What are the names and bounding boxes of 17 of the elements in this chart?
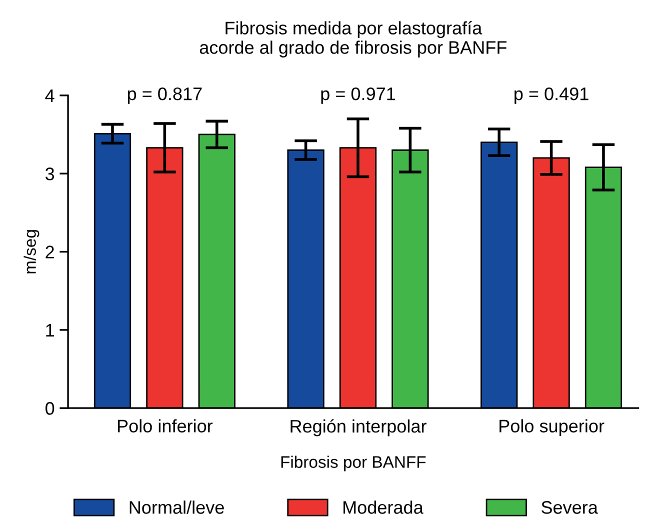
legend-label: Normal/leve (130, 500, 224, 514)
y-tick-label: 2 (46, 246, 54, 258)
x-tick-label: Región interpolar (290, 419, 426, 436)
y-tick-label: 1 (46, 324, 54, 336)
y-tick-label: 0 (46, 402, 54, 415)
legend-label: Severa (542, 501, 598, 514)
annotation: p = 0.971 (321, 87, 396, 104)
legend-label: Moderada (344, 500, 424, 514)
y-tick-label: 3 (45, 168, 54, 180)
y-tick-label: 4 (45, 90, 54, 102)
x-axis-title: Fibrosis por BANFF (281, 456, 426, 472)
x-tick-label: Polo inferior (118, 419, 213, 432)
chart-title: Fibrosis medida por elastografía acorde al grado de fibrosis por BANFF (200, 20, 506, 58)
y-axis-title: m/seg (24, 230, 40, 274)
annotation: p = 0.491 (514, 87, 588, 104)
x-tick-label: Polo superior (500, 419, 604, 436)
annotation: p = 0.817 (128, 87, 202, 104)
